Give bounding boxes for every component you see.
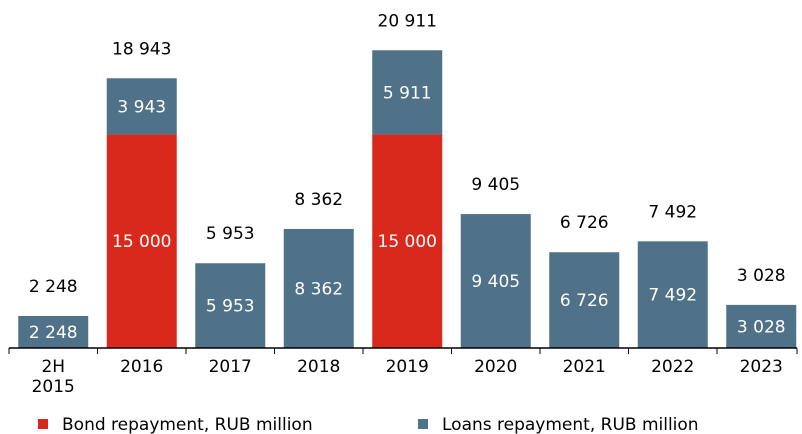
bar-segment: [372, 134, 443, 348]
bar-segment: [106, 134, 177, 348]
x-tick-label: 2023: [739, 357, 783, 377]
value-label: 6 726: [560, 291, 609, 311]
x-tick-label: 2017: [208, 357, 252, 377]
bar-segment: [18, 315, 89, 348]
value-label: 15 000: [112, 232, 171, 252]
x-tick-label: 2016: [120, 357, 164, 377]
value-label: 9 405: [471, 272, 520, 292]
bar-segment: [195, 263, 266, 348]
x-tick-label: 2022: [651, 357, 695, 377]
value-label: 3 028: [737, 317, 786, 337]
x-tick-label: 2018: [297, 357, 341, 377]
bar-segment: [726, 304, 797, 348]
bar-segment: [637, 241, 708, 348]
value-label: 2 248: [29, 323, 78, 343]
total-label: 3 028: [737, 266, 786, 286]
value-label: 5 911: [383, 83, 432, 103]
x-tick-label: 2019: [385, 357, 429, 377]
bar-segment: [283, 228, 354, 348]
bar-segment: [460, 214, 531, 348]
total-label: 5 953: [206, 224, 255, 244]
value-label: 8 362: [294, 279, 343, 299]
total-label: 9 405: [471, 175, 520, 195]
total-label: 2 248: [29, 277, 78, 297]
value-label: 5 953: [206, 297, 255, 317]
bar-segment: [106, 78, 177, 135]
value-label: 15 000: [378, 232, 437, 252]
legend-swatch: [418, 419, 428, 429]
total-label: 18 943: [112, 39, 171, 59]
total-label: 20 911: [378, 11, 437, 31]
value-label: 3 943: [117, 97, 166, 117]
total-label: 8 362: [294, 190, 343, 210]
total-label: 6 726: [560, 213, 609, 233]
legend-label: Loans repayment, RUB million: [442, 415, 699, 434]
total-label: 7 492: [648, 202, 697, 222]
legend-swatch: [38, 419, 48, 429]
x-tick-label: 2020: [474, 357, 518, 377]
bar-segment: [372, 50, 443, 135]
x-tick-label: 2H 2015: [31, 357, 75, 397]
bar-segment: [549, 252, 620, 348]
legend-label: Bond repayment, RUB million: [62, 415, 313, 434]
value-label: 7 492: [648, 286, 697, 306]
x-tick-label: 2021: [562, 357, 606, 377]
